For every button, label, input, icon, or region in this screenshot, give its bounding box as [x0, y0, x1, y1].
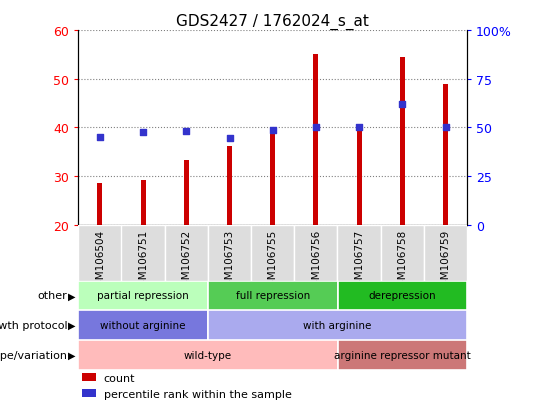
- Point: [96, 134, 104, 141]
- Point: [312, 125, 320, 131]
- Text: full repression: full repression: [235, 291, 310, 301]
- Bar: [338, 281, 467, 311]
- Text: GSM106755: GSM106755: [268, 230, 278, 293]
- Bar: [251, 225, 294, 281]
- Text: GSM106757: GSM106757: [354, 230, 364, 293]
- Bar: [294, 225, 338, 281]
- Bar: [270, 133, 275, 225]
- Bar: [313, 55, 319, 225]
- Text: growth protocol: growth protocol: [0, 320, 68, 330]
- Text: GSM106758: GSM106758: [397, 230, 407, 293]
- Point: [355, 125, 363, 131]
- Bar: [208, 311, 467, 340]
- Text: ▶: ▶: [68, 320, 76, 330]
- Bar: [78, 225, 122, 281]
- Point: [441, 125, 450, 131]
- Point: [268, 128, 277, 134]
- Bar: [122, 225, 165, 281]
- Text: genotype/variation: genotype/variation: [0, 350, 68, 360]
- Text: GSM106504: GSM106504: [95, 230, 105, 292]
- Text: arginine repressor mutant: arginine repressor mutant: [334, 350, 471, 360]
- Text: GSM106752: GSM106752: [181, 230, 191, 293]
- Text: percentile rank within the sample: percentile rank within the sample: [104, 389, 292, 399]
- Bar: [82, 373, 96, 381]
- Bar: [78, 311, 208, 340]
- Bar: [165, 225, 208, 281]
- Bar: [140, 180, 146, 225]
- Text: GSM106751: GSM106751: [138, 230, 148, 293]
- Text: other: other: [38, 291, 68, 301]
- Point: [398, 102, 407, 108]
- Text: GSM106759: GSM106759: [441, 230, 450, 293]
- Text: derepression: derepression: [368, 291, 436, 301]
- Text: with arginine: with arginine: [303, 320, 372, 330]
- Bar: [338, 340, 467, 370]
- Bar: [78, 281, 208, 311]
- Bar: [78, 340, 338, 370]
- Bar: [97, 184, 103, 225]
- Text: GSM106756: GSM106756: [311, 230, 321, 293]
- Bar: [381, 225, 424, 281]
- Text: GSM106753: GSM106753: [225, 230, 234, 293]
- Text: without arginine: without arginine: [100, 320, 186, 330]
- Bar: [443, 84, 448, 225]
- Bar: [208, 281, 338, 311]
- Point: [182, 128, 191, 135]
- Point: [225, 135, 234, 142]
- Text: count: count: [104, 373, 135, 383]
- Point: [139, 130, 147, 136]
- Title: GDS2427 / 1762024_s_at: GDS2427 / 1762024_s_at: [176, 14, 369, 30]
- Bar: [338, 225, 381, 281]
- Text: ▶: ▶: [68, 291, 76, 301]
- Bar: [208, 225, 251, 281]
- Bar: [184, 161, 189, 225]
- Text: partial repression: partial repression: [97, 291, 189, 301]
- Bar: [227, 147, 232, 225]
- Bar: [356, 128, 362, 225]
- Bar: [424, 225, 467, 281]
- Text: wild-type: wild-type: [184, 350, 232, 360]
- Bar: [82, 389, 96, 397]
- Bar: [400, 58, 405, 225]
- Text: ▶: ▶: [68, 350, 76, 360]
